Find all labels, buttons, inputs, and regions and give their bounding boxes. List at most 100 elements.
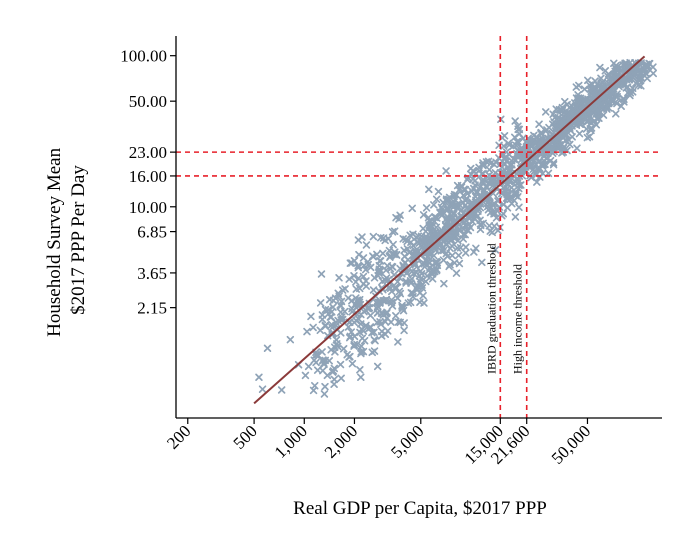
data-point: [316, 299, 325, 307]
data-point: [467, 213, 475, 221]
data-point: [624, 89, 632, 97]
data-point: [590, 107, 598, 115]
data-point: [537, 128, 546, 137]
data-point: [456, 243, 465, 252]
data-point: [309, 323, 317, 332]
data-point: [512, 191, 520, 200]
data-point: [350, 342, 358, 350]
data-point: [402, 277, 410, 285]
data-point: [612, 110, 620, 118]
data-point: [420, 299, 428, 307]
fit-line-group: [253, 55, 646, 405]
data-point: [408, 204, 416, 213]
data-point: [626, 58, 634, 67]
data-point: [307, 312, 315, 321]
data-point: [500, 132, 509, 140]
data-point: [617, 102, 625, 110]
data-point: [599, 111, 608, 119]
data-point: [575, 129, 584, 138]
data-point: [359, 347, 368, 356]
data-point: [394, 338, 402, 346]
data-point: [491, 246, 500, 254]
data-point: [392, 251, 401, 259]
data-point: [549, 110, 557, 118]
fit-line: [253, 55, 646, 405]
y-axis-title-line-1: Household Survey Mean: [44, 147, 65, 336]
data-point: [338, 286, 347, 294]
data-point: [400, 252, 409, 261]
data-point: [649, 69, 658, 78]
data-point: [356, 366, 364, 374]
data-point: [390, 227, 399, 235]
data-point: [462, 222, 470, 230]
data-point: [446, 210, 454, 218]
data-point: [357, 373, 365, 381]
y-axis-title: Household Survey Mean $2017 PPP Per Day: [44, 143, 89, 337]
data-point: [443, 205, 451, 214]
x-tick-label: 1,000: [271, 421, 311, 461]
data-point: [459, 191, 468, 200]
y-tick-label: 2.15: [137, 299, 167, 318]
data-point: [459, 235, 468, 243]
data-point: [419, 237, 428, 245]
data-point: [515, 203, 523, 212]
data-point: [409, 230, 417, 238]
x-tick-label: 50,000: [548, 421, 594, 467]
data-point: [620, 95, 628, 104]
data-point: [596, 63, 604, 72]
data-point: [439, 256, 448, 264]
data-point: [303, 327, 311, 336]
data-point: [370, 335, 379, 344]
data-point: [541, 108, 550, 116]
data-point: [516, 164, 525, 173]
data-point: [513, 153, 522, 161]
data-point: [507, 157, 516, 165]
data-point: [258, 385, 267, 393]
data-point: [332, 321, 340, 330]
data-point: [345, 275, 353, 283]
data-point: [336, 360, 345, 369]
data-point: [466, 164, 475, 173]
data-point: [378, 284, 386, 292]
data-point: [440, 279, 448, 288]
data-point: [335, 292, 343, 300]
data-point: [313, 350, 322, 359]
data-point: [368, 348, 377, 357]
data-point: [396, 211, 404, 219]
data-point: [355, 250, 363, 259]
data-point: [473, 189, 481, 197]
data-point: [455, 259, 464, 268]
data-point: [358, 233, 366, 241]
data-point: [488, 228, 496, 237]
data-point: [490, 210, 498, 218]
data-point: [360, 261, 368, 270]
data-point: [369, 286, 378, 294]
y-tick-label: 100.00: [120, 47, 167, 66]
data-point: [331, 348, 339, 356]
data-point: [386, 252, 395, 260]
data-point: [375, 261, 384, 270]
data-point: [346, 332, 355, 341]
data-point: [442, 249, 451, 258]
data-point: [369, 232, 378, 241]
data-point: [424, 266, 433, 275]
data-point: [337, 374, 345, 383]
data-point: [416, 275, 425, 283]
data-point: [592, 103, 600, 112]
reference-lines: IBRD graduation threshold High income thr…: [176, 36, 662, 418]
data-point: [572, 120, 580, 129]
data-point: [432, 223, 441, 232]
data-point: [379, 249, 387, 258]
data-point: [320, 390, 329, 398]
data-point: [377, 332, 386, 340]
data-point: [454, 251, 463, 260]
data-point: [364, 304, 373, 312]
data-point: [479, 161, 487, 170]
data-point: [617, 65, 626, 74]
data-point: [402, 279, 410, 287]
data-point: [369, 252, 377, 261]
data-point: [387, 296, 396, 304]
data-point: [412, 248, 421, 257]
data-point: [413, 238, 422, 247]
data-point: [384, 327, 392, 335]
